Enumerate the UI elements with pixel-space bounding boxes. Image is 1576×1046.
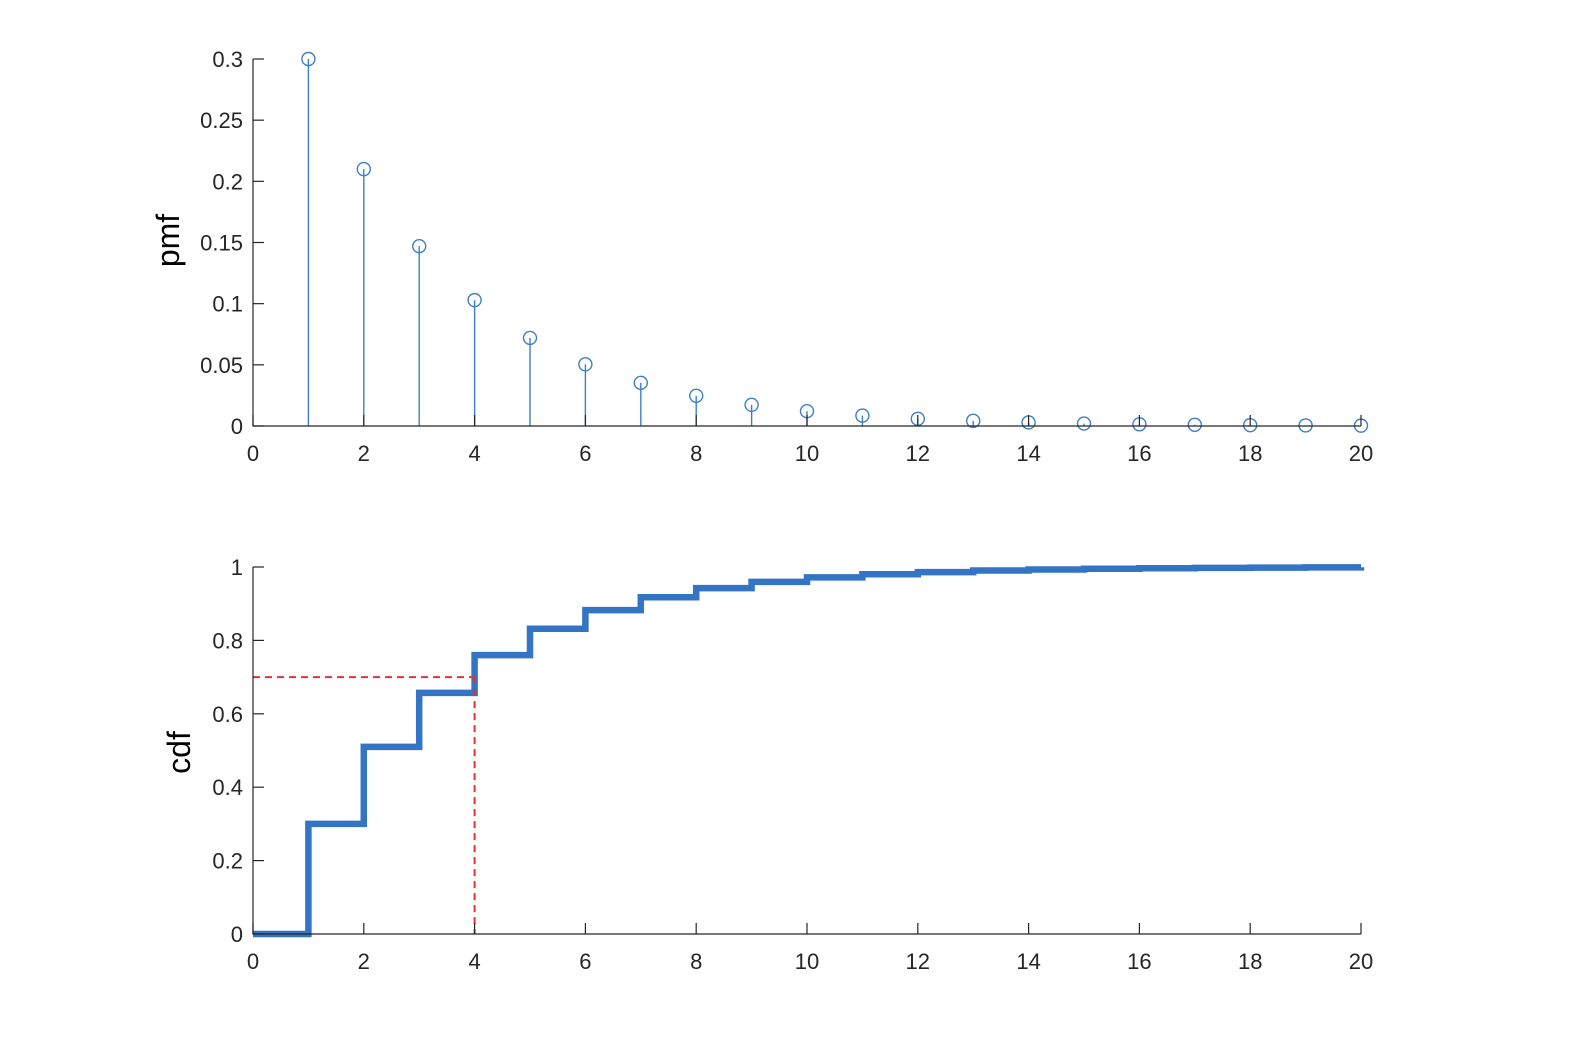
pmf-xtick-label: 10 bbox=[795, 441, 819, 466]
pmf-marker bbox=[1187, 417, 1203, 432]
cdf-ytick-label: 0.2 bbox=[212, 849, 243, 874]
cdf-xtick-label: 14 bbox=[1016, 949, 1040, 974]
cdf-xtick-label: 18 bbox=[1238, 949, 1262, 974]
cdf-ticks: 0 2 4 6 8 10 12 14 16 18 20 0 0.2 0.4 0.6 0.8 1 bbox=[212, 555, 1373, 974]
pmf-ytick-label: 0.15 bbox=[200, 231, 243, 256]
cdf-axes: 0 2 4 6 8 10 12 14 16 18 20 0 0.2 0.4 0.6 0.8 1 cdf bbox=[161, 555, 1373, 974]
cdf-ytick-label: 0.4 bbox=[212, 775, 243, 800]
cdf-ytick-label: 0.8 bbox=[212, 628, 243, 653]
pmf-marker bbox=[689, 388, 704, 403]
cdf-xtick-label: 2 bbox=[358, 949, 370, 974]
pmf-marker bbox=[522, 330, 538, 346]
pmf-ytick-label: 0.1 bbox=[212, 292, 243, 317]
pmf-ytick-label: 0.3 bbox=[212, 47, 243, 72]
cdf-xtick-label: 12 bbox=[906, 949, 930, 974]
pmf-ytick-label: 0.05 bbox=[200, 353, 243, 378]
pmf-marker bbox=[966, 413, 981, 429]
cdf-xtick-label: 20 bbox=[1349, 949, 1373, 974]
pmf-marker bbox=[578, 357, 593, 372]
cdf-xtick-label: 4 bbox=[468, 949, 480, 974]
pmf-marker bbox=[1076, 416, 1092, 431]
cdf-xtick-label: 0 bbox=[247, 949, 259, 974]
cdf-xtick-label: 6 bbox=[579, 949, 591, 974]
pmf-xtick-label: 18 bbox=[1238, 441, 1262, 466]
cdf-xtick-label: 10 bbox=[795, 949, 819, 974]
pmf-xtick-label: 12 bbox=[906, 441, 930, 466]
pmf-marker bbox=[356, 161, 371, 177]
pmf-xtick-label: 0 bbox=[247, 441, 259, 466]
pmf-marker bbox=[744, 397, 759, 413]
pmf-ylabel: pmf bbox=[150, 214, 186, 267]
pmf-axes: 0 2 4 6 8 10 12 14 16 18 2000.050.10.150.20.250.3 … bbox=[150, 47, 1373, 466]
pmf-xtick-label: 16 bbox=[1127, 441, 1151, 466]
pmf-ytick-label: 0.25 bbox=[200, 108, 243, 133]
cdf-ytick-label: 1 bbox=[231, 555, 243, 580]
pmf-xtick-label: 2 bbox=[358, 441, 370, 466]
cdf-ytick-label: 0.6 bbox=[212, 702, 243, 727]
cdf-axis-lines bbox=[252, 567, 1361, 935]
pmf-stems bbox=[301, 51, 1369, 433]
cdf-step-line bbox=[253, 564, 1365, 938]
pmf-marker bbox=[1298, 418, 1313, 433]
cdf-ylabel: cdf bbox=[161, 731, 197, 774]
pmf-marker bbox=[633, 375, 648, 391]
pmf-xtick-label: 8 bbox=[690, 441, 702, 466]
pmf-marker bbox=[301, 51, 316, 67]
pmf-marker bbox=[467, 292, 482, 308]
cdf-xtick-label: 8 bbox=[690, 949, 702, 974]
pmf-xtick-label: 14 bbox=[1016, 441, 1040, 466]
pmf-xtick-label: 4 bbox=[468, 441, 480, 466]
pmf-xtick-label: 20 bbox=[1349, 441, 1373, 466]
cdf-xtick-label: 16 bbox=[1127, 949, 1151, 974]
pmf-ytick-label: 0 bbox=[231, 414, 243, 439]
pmf-ytick-label: 0.2 bbox=[212, 169, 243, 194]
pmf-xtick-label: 6 bbox=[579, 441, 591, 466]
pmf-marker bbox=[412, 238, 427, 254]
pmf-ticks: 0 2 4 6 8 10 12 14 16 18 20 0 0.05 0.1 0.15 0.2 0.25 0.3 bbox=[200, 47, 1373, 466]
cdf-ytick-label: 0 bbox=[231, 922, 243, 947]
pmf-marker bbox=[855, 408, 870, 423]
